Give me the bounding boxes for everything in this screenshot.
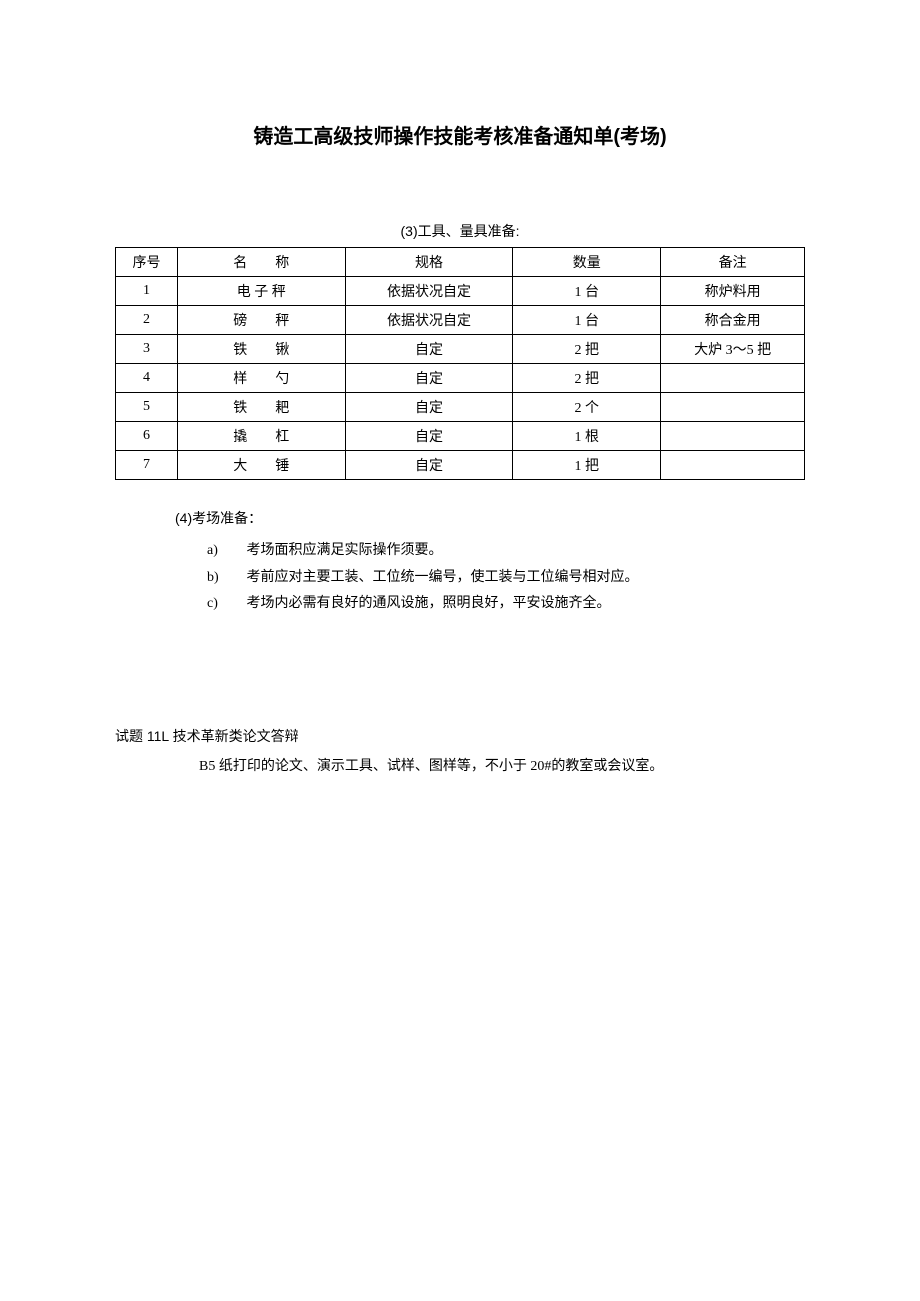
list-label: c) <box>207 591 243 618</box>
cell-qty: 2 把 <box>513 335 661 364</box>
cell-spec: 自定 <box>345 393 513 422</box>
list-text: 考前应对主要工装、工位统一编号，使工装与工位编号相对应。 <box>247 570 639 585</box>
table-row: 1 电 子 秤 依据状况自定 1 台 称炉料用 <box>116 277 805 306</box>
list-text: 考场内必需有良好的通风设施，照明良好，平安设施齐全。 <box>247 596 611 611</box>
cell-remark: 称合金用 <box>661 306 805 335</box>
cell-remark: 大炉 3～5 把 <box>661 335 805 364</box>
cell-spec: 自定 <box>345 335 513 364</box>
cell-qty: 1 台 <box>513 277 661 306</box>
cell-seq: 1 <box>116 277 178 306</box>
cell-name: 电 子 秤 <box>177 277 345 306</box>
cell-remark: 称炉料用 <box>661 277 805 306</box>
cell-spec: 依据状况自定 <box>345 277 513 306</box>
table-row: 3 铁 锹 自定 2 把 大炉 3～5 把 <box>116 335 805 364</box>
document-title: 铸造工高级技师操作技能考核准备通知单(考场) <box>115 120 805 149</box>
list-text: 考场面积应满足实际操作须要。 <box>247 543 443 558</box>
cell-name: 铁 耙 <box>177 393 345 422</box>
list-label: a) <box>207 538 243 565</box>
cell-name: 样 勺 <box>177 364 345 393</box>
cell-name: 磅 秤 <box>177 306 345 335</box>
cell-name: 铁 锹 <box>177 335 345 364</box>
cell-spec: 自定 <box>345 364 513 393</box>
section4-list: a) 考场面积应满足实际操作须要。 b) 考前应对主要工装、工位统一编号，使工装… <box>207 538 805 618</box>
cell-remark <box>661 364 805 393</box>
table-row: 2 磅 秤 依据状况自定 1 台 称合金用 <box>116 306 805 335</box>
cell-qty: 2 把 <box>513 364 661 393</box>
header-remark: 备注 <box>661 248 805 277</box>
cell-qty: 1 根 <box>513 422 661 451</box>
cell-spec: 自定 <box>345 422 513 451</box>
table-header-row: 序号 名 称 规格 数量 备注 <box>116 248 805 277</box>
list-item: c) 考场内必需有良好的通风设施，照明良好，平安设施齐全。 <box>207 591 805 618</box>
section3-subtitle: (3)工具、量具准备: <box>115 221 805 241</box>
cell-spec: 依据状况自定 <box>345 306 513 335</box>
cell-seq: 4 <box>116 364 178 393</box>
table-row: 4 样 勺 自定 2 把 <box>116 364 805 393</box>
cell-seq: 2 <box>116 306 178 335</box>
cell-seq: 6 <box>116 422 178 451</box>
table-row: 7 大 锤 自定 1 把 <box>116 451 805 480</box>
cell-qty: 1 把 <box>513 451 661 480</box>
header-qty: 数量 <box>513 248 661 277</box>
tools-table: 序号 名 称 规格 数量 备注 1 电 子 秤 依据状况自定 1 台 称炉料用 … <box>115 247 805 480</box>
table-body: 1 电 子 秤 依据状况自定 1 台 称炉料用 2 磅 秤 依据状况自定 1 台… <box>116 277 805 480</box>
cell-seq: 5 <box>116 393 178 422</box>
question-title: 试题 11L 技术革新类论文答辩 <box>115 726 805 746</box>
question-body: B5 纸打印的论文、演示工具、试样、图样等，不小于 20#的教室或会议室。 <box>199 756 805 778</box>
cell-seq: 3 <box>116 335 178 364</box>
cell-remark <box>661 422 805 451</box>
header-name: 名 称 <box>177 248 345 277</box>
table-row: 6 撬 杠 自定 1 根 <box>116 422 805 451</box>
cell-remark <box>661 393 805 422</box>
list-item: a) 考场面积应满足实际操作须要。 <box>207 538 805 565</box>
cell-remark <box>661 451 805 480</box>
cell-qty: 2 个 <box>513 393 661 422</box>
table-row: 5 铁 耙 自定 2 个 <box>116 393 805 422</box>
cell-seq: 7 <box>116 451 178 480</box>
cell-name: 大 锤 <box>177 451 345 480</box>
header-spec: 规格 <box>345 248 513 277</box>
list-label: b) <box>207 565 243 592</box>
cell-spec: 自定 <box>345 451 513 480</box>
cell-qty: 1 台 <box>513 306 661 335</box>
list-item: b) 考前应对主要工装、工位统一编号，使工装与工位编号相对应。 <box>207 565 805 592</box>
cell-name: 撬 杠 <box>177 422 345 451</box>
section4-title: (4)考场准备： <box>175 508 805 528</box>
header-seq: 序号 <box>116 248 178 277</box>
